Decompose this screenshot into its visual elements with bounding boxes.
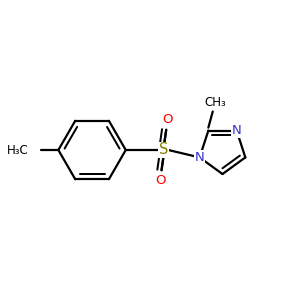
Text: H₃C: H₃C [7,143,29,157]
Text: N: N [232,124,242,137]
Text: CH₃: CH₃ [205,96,226,109]
Text: O: O [155,174,166,187]
Text: O: O [162,113,172,126]
Text: N: N [195,151,205,164]
Text: S: S [159,142,169,158]
